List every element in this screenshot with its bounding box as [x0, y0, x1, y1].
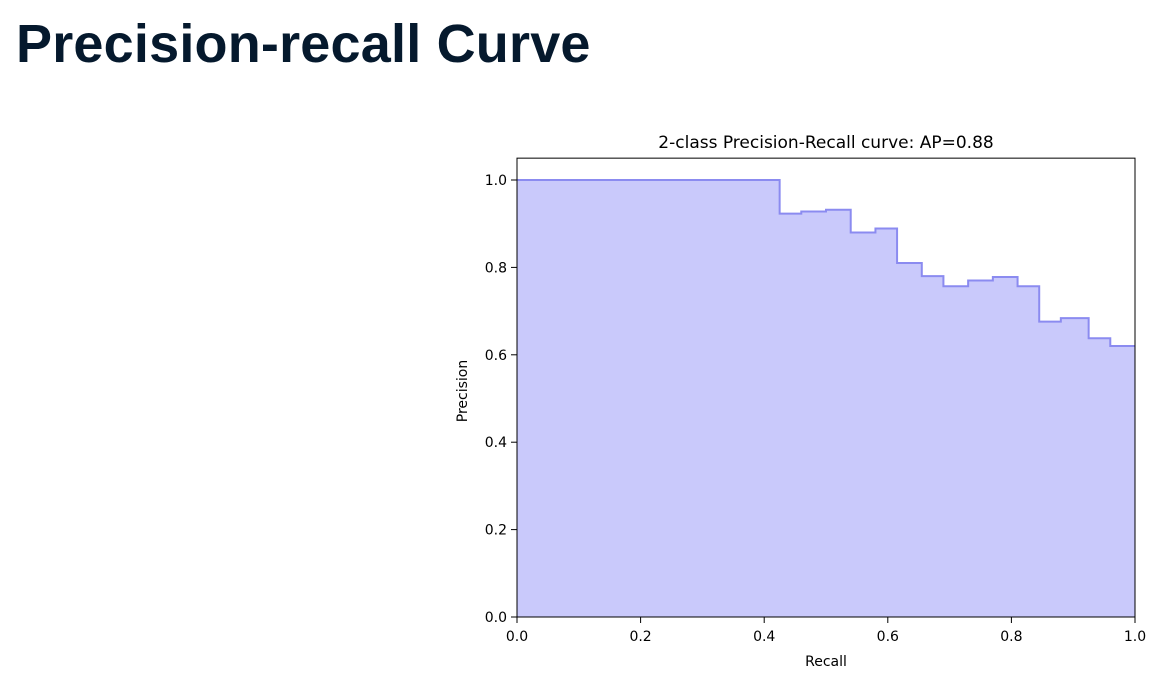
- page-title: Precision-recall Curve: [16, 14, 591, 74]
- plot-frame: [516, 157, 1136, 618]
- x-tick-label: 0.8: [1000, 629, 1022, 645]
- y-tick-label: 0.4: [485, 435, 507, 451]
- x-tick-label: 0.6: [877, 629, 899, 645]
- x-axis-label: Recall: [805, 654, 847, 670]
- x-tick-label: 0.0: [506, 629, 528, 645]
- y-tick-label: 0.6: [485, 348, 507, 364]
- pr-area-fill: [517, 180, 1135, 617]
- y-axis-label: Precision: [455, 360, 471, 422]
- x-tick-label: 0.2: [629, 629, 651, 645]
- y-tick-label: 1.0: [485, 173, 507, 189]
- x-tick-label: 0.4: [753, 629, 775, 645]
- y-tick-label: 0.8: [485, 260, 507, 276]
- pr-step-line: [517, 179, 1135, 348]
- x-tick-label: 1.0: [1124, 629, 1146, 645]
- chart-title: 2-class Precision-Recall curve: AP=0.88: [658, 133, 993, 153]
- y-tick-label: 0.2: [485, 523, 507, 539]
- y-tick-label: 0.0: [485, 610, 507, 626]
